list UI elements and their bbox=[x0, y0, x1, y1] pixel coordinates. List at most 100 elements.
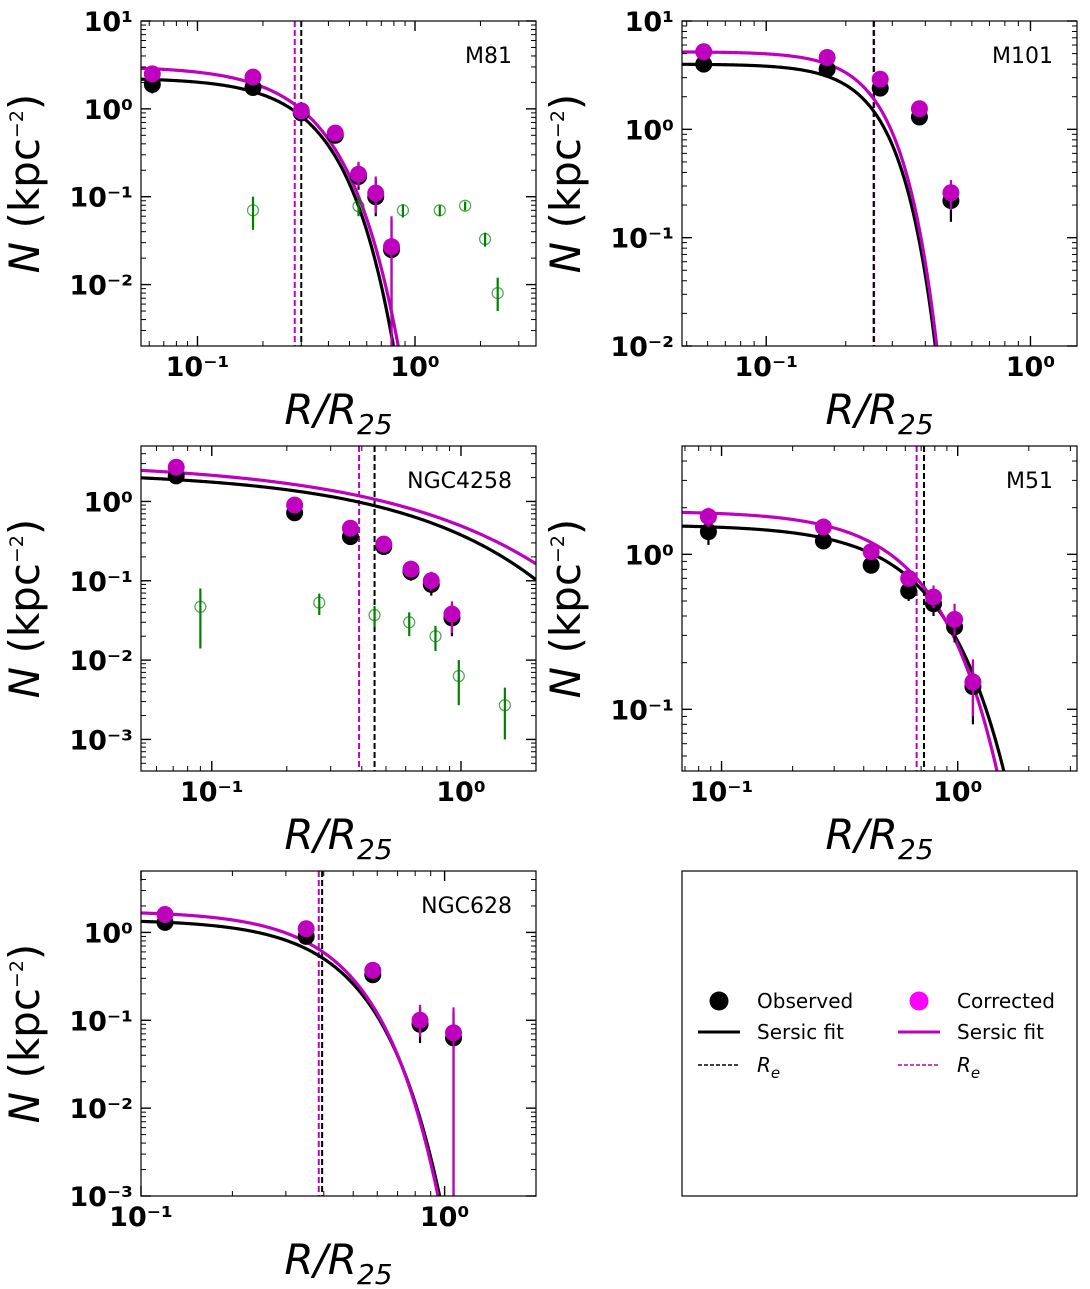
observed-point bbox=[695, 55, 713, 73]
background-point bbox=[498, 699, 511, 712]
y-tick-label: 10⁰ bbox=[625, 540, 674, 571]
corrected-point bbox=[910, 100, 928, 118]
y-tick-label: 10⁰ bbox=[84, 918, 133, 949]
background-point bbox=[396, 204, 410, 217]
axis-ticks bbox=[682, 445, 1077, 772]
corrected-point bbox=[422, 572, 440, 590]
axes-frame bbox=[681, 20, 1078, 347]
legend-corrected-marker bbox=[909, 991, 929, 1011]
galaxy-name-label: M51 bbox=[1006, 469, 1053, 494]
corrected-point bbox=[292, 102, 310, 120]
axes-frame bbox=[140, 20, 537, 347]
corrected-point bbox=[402, 560, 420, 578]
corrected-point bbox=[942, 184, 960, 202]
sersic-fit-observed bbox=[141, 77, 395, 346]
observed-point bbox=[900, 582, 918, 600]
sersic-fit-corrected bbox=[682, 510, 999, 771]
corrected-point bbox=[871, 70, 889, 88]
y-tick-label: 10⁻³ bbox=[69, 1182, 133, 1213]
plot-area bbox=[141, 871, 463, 1196]
panel-ngc4258: 10⁻¹ 10⁰ 10⁰ 10⁻¹ 10⁻² 10⁻³ NGC4258 R/R25 N (kpc… bbox=[0, 445, 537, 866]
x-tick-label: 10⁰ bbox=[1006, 352, 1055, 383]
corrected-point bbox=[699, 508, 717, 526]
y-axis-title: N (kpc−2) bbox=[0, 94, 49, 274]
corrected-point bbox=[367, 184, 385, 202]
x-tick-label: 10⁻¹ bbox=[109, 1202, 173, 1233]
plot-area bbox=[682, 446, 1006, 771]
y-tick-label: 10¹ bbox=[625, 7, 674, 38]
panel-m101: 10⁻¹ 10⁰ 10¹ 10⁰ 10⁻¹ 10⁻² M101 R/R25 N (kpc−2) bbox=[541, 7, 1078, 441]
legend-observed-marker bbox=[709, 991, 729, 1011]
corrected-point bbox=[814, 518, 832, 536]
legend-corrected-label: Corrected bbox=[957, 989, 1055, 1013]
background-point bbox=[433, 204, 446, 217]
axis-ticks bbox=[682, 20, 1077, 347]
x-tick-label: 10⁻¹ bbox=[180, 777, 244, 808]
background-point bbox=[452, 669, 465, 683]
x-tick-label: 10⁰ bbox=[390, 352, 439, 383]
corrected-point bbox=[443, 605, 461, 623]
y-axis-title: N (kpc−2) bbox=[541, 94, 590, 274]
background-point bbox=[246, 204, 260, 217]
sersic-fit-observed bbox=[141, 919, 442, 1196]
y-tick-label: 10⁻¹ bbox=[69, 567, 133, 598]
corrected-point bbox=[695, 43, 713, 61]
background-point bbox=[429, 630, 442, 643]
corrected-point bbox=[862, 543, 880, 561]
axes-frame bbox=[140, 445, 537, 772]
corrected-point bbox=[964, 673, 982, 691]
y-axis-title: N (kpc−2) bbox=[0, 519, 49, 699]
y-tick-label: 10⁰ bbox=[84, 95, 133, 126]
observed-point bbox=[814, 532, 832, 550]
y-tick-label: 10⁻² bbox=[69, 646, 133, 677]
y-tick-label: 10⁻¹ bbox=[69, 183, 133, 214]
x-tick-label: 10⁻¹ bbox=[166, 352, 230, 383]
y-tick-label: 10⁻² bbox=[69, 1094, 133, 1125]
y-tick-label: 10⁰ bbox=[625, 115, 674, 146]
background-point bbox=[352, 200, 365, 213]
x-axis-title: R/R25 bbox=[284, 385, 392, 441]
x-tick-label: 10⁰ bbox=[933, 777, 982, 808]
legend-observed-label: Observed bbox=[757, 989, 853, 1013]
corrected-point bbox=[244, 68, 262, 86]
corrected-point bbox=[143, 65, 161, 83]
y-axis-title: N (kpc−2) bbox=[541, 519, 590, 699]
observed-point bbox=[699, 523, 717, 541]
legend-sersic-observed-label: Sersic fit bbox=[757, 1020, 844, 1044]
sersic-fit-corrected bbox=[682, 50, 939, 346]
legend-panel: Observed Sersic fit Re Corrected Sersic fit R… bbox=[681, 870, 1078, 1197]
corrected-point bbox=[900, 569, 918, 587]
background-point bbox=[459, 199, 472, 212]
axes-frame bbox=[140, 870, 537, 1197]
galaxy-name-label: M101 bbox=[992, 44, 1053, 69]
legend-sersic-corrected-label: Sersic fit bbox=[957, 1020, 1044, 1044]
galaxy-name-label: NGC4258 bbox=[407, 469, 512, 494]
panel-ngc628: 10⁻¹ 10⁰ 10⁰ 10⁻¹ 10⁻² 10⁻³ NGC628 R/R25 N (kpc−… bbox=[0, 870, 537, 1289]
y-tick-label: 10⁻² bbox=[610, 332, 674, 363]
corrected-point bbox=[445, 1024, 463, 1042]
background-point bbox=[403, 616, 416, 629]
x-tick-label: 10⁰ bbox=[436, 777, 485, 808]
y-tick-label: 10⁻¹ bbox=[69, 1006, 133, 1037]
plot-area bbox=[682, 21, 960, 346]
y-tick-label: 10⁰ bbox=[84, 487, 133, 518]
background-point bbox=[368, 608, 381, 622]
x-tick-label: 10⁻¹ bbox=[690, 777, 754, 808]
corrected-point bbox=[341, 519, 359, 537]
sersic-fit-observed bbox=[682, 62, 937, 346]
corrected-point bbox=[286, 496, 304, 514]
corrected-point bbox=[297, 920, 315, 938]
corrected-point bbox=[946, 610, 964, 628]
axis-ticks bbox=[141, 445, 537, 772]
axes-frame bbox=[681, 445, 1078, 772]
y-axis-title: N (kpc−2) bbox=[0, 944, 49, 1124]
sersic-fit-corrected bbox=[141, 911, 440, 1196]
sersic-fit-corrected bbox=[141, 468, 536, 566]
x-tick-label: 10⁻¹ bbox=[734, 352, 798, 383]
x-axis-title: R/R25 bbox=[284, 1235, 392, 1289]
corrected-point bbox=[375, 535, 393, 553]
panel-m51: 10⁻¹ 10⁰ 10⁰ 10⁻¹ M51 R/R25 N (kpc−2) bbox=[541, 445, 1078, 866]
sersic-fit-corrected bbox=[141, 66, 400, 346]
galaxy-name-label: NGC628 bbox=[421, 894, 512, 919]
